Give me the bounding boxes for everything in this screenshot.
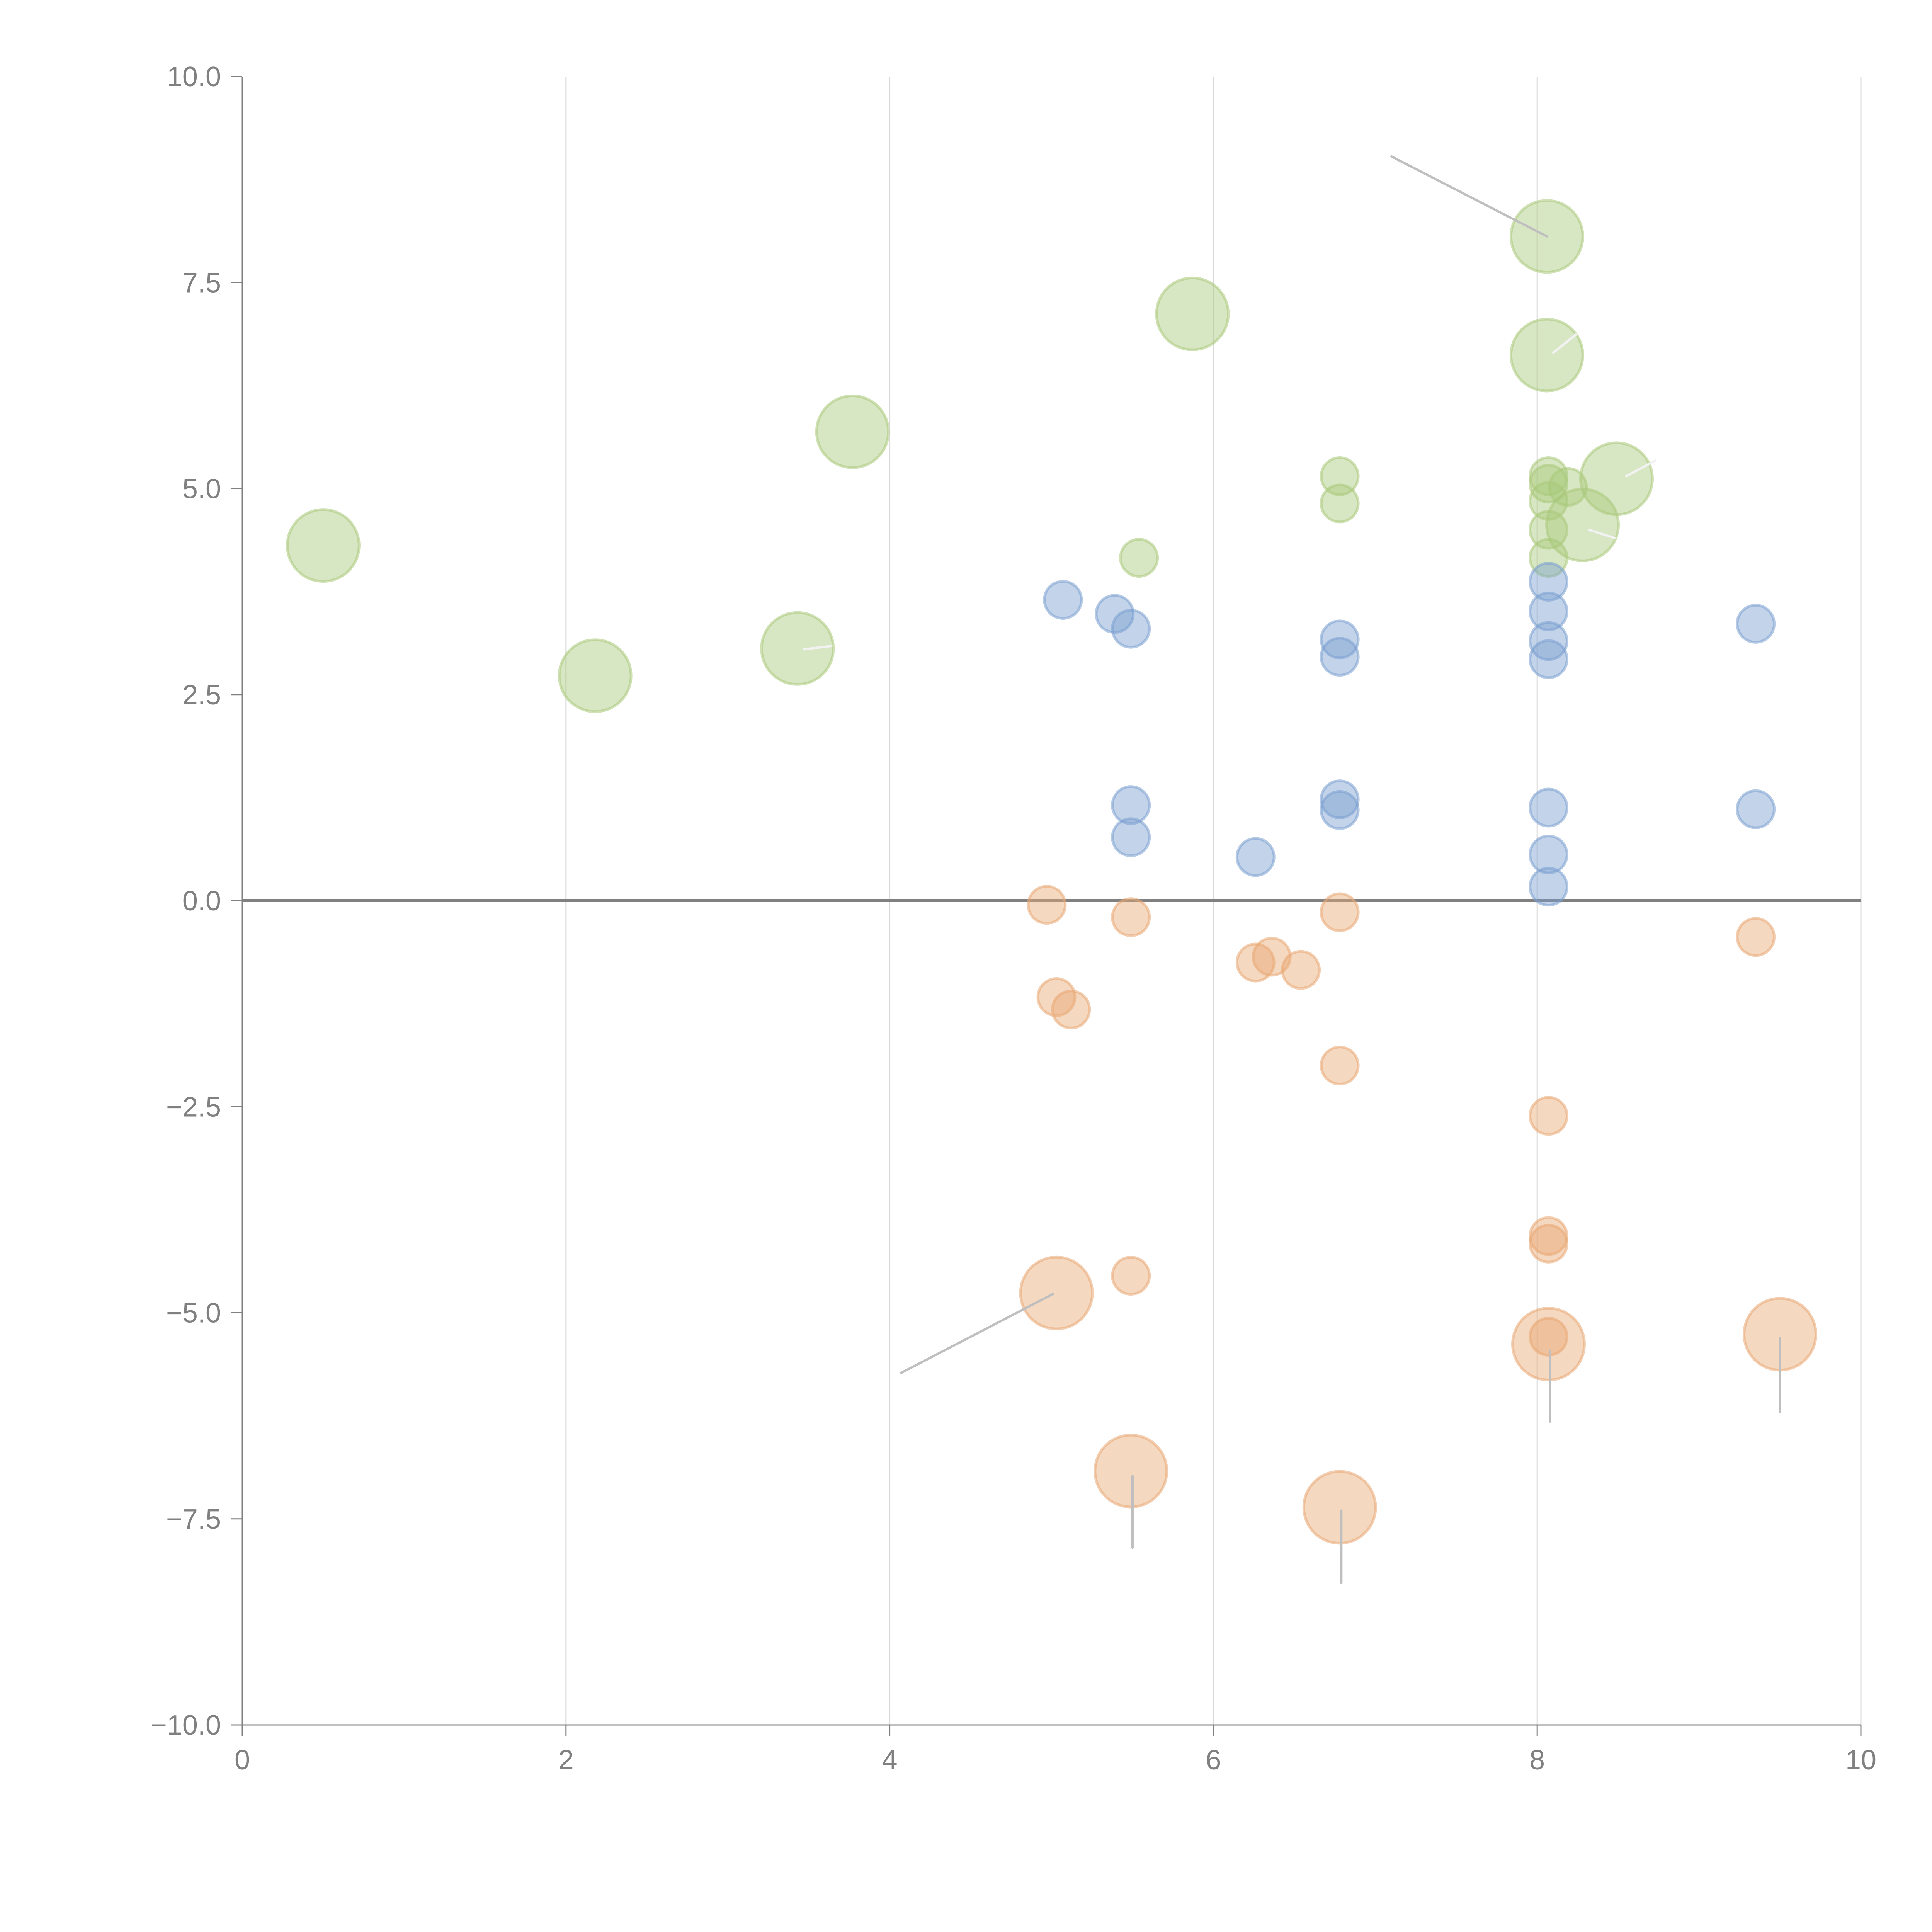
x-tick-label: 10 (1845, 1745, 1876, 1776)
orange-bubble-5 (1252, 937, 1292, 977)
x-tick-label: 6 (1206, 1745, 1221, 1776)
blue-bubble-1 (1095, 594, 1135, 634)
x-axis-ticks: 0 2 4 6 8 10 (235, 1725, 1876, 1776)
x-tick-label: 0 (235, 1745, 250, 1776)
blue-bubble-16 (1529, 867, 1569, 907)
orange-bubble-9 (1529, 1096, 1569, 1136)
blue-bubble-3 (1111, 785, 1151, 825)
blue-bubble-4 (1111, 817, 1151, 857)
blue-bubble-8 (1320, 779, 1360, 820)
blue-bubble-15 (1529, 835, 1569, 875)
series-orange (1019, 885, 1818, 1545)
annotation-leader-2 (1625, 459, 1656, 478)
orange-bubble-14 (1019, 1255, 1094, 1330)
orange-bubble-3 (1051, 990, 1091, 1030)
blue-bubble-17 (1736, 604, 1776, 644)
annotation-leader-0 (1390, 155, 1548, 238)
green-bubble-1 (558, 638, 633, 713)
green-bubble-4 (1155, 276, 1230, 351)
blue-bubble-10 (1529, 562, 1569, 602)
green-bubble-7 (1320, 483, 1360, 524)
series-blue (1043, 562, 1776, 907)
orange-bubble-1 (1111, 897, 1151, 937)
green-bubble-9 (1509, 318, 1584, 393)
y-tick-label: −10.0 (151, 1710, 221, 1741)
blue-bubble-9 (1320, 790, 1360, 830)
green-bubble-2 (760, 611, 835, 686)
y-tick-label: 2.5 (182, 680, 221, 711)
orange-bubble-15 (1511, 1307, 1586, 1382)
series-green (286, 199, 1654, 713)
y-tick-label: 0.0 (182, 886, 221, 917)
orange-bubble-12 (1736, 917, 1776, 957)
green-bubble-6 (1320, 456, 1360, 497)
green-bubble-13 (1529, 481, 1569, 521)
orange-bubble-11 (1529, 1223, 1569, 1264)
y-tick-label: 10.0 (167, 61, 221, 92)
annotation-leaders (803, 155, 1781, 1585)
orange-bubble-4 (1235, 942, 1276, 983)
annotation-leader-3 (1588, 529, 1616, 539)
green-bubble-3 (815, 394, 890, 469)
bubbles (286, 199, 1818, 1545)
annotation-leader-1 (1552, 333, 1577, 354)
x-tick-label: 4 (882, 1745, 898, 1776)
orange-bubble-7 (1320, 892, 1360, 932)
orange-bubble-6 (1281, 950, 1321, 990)
y-tick-label: −7.5 (166, 1504, 221, 1535)
x-tick-label: 8 (1529, 1745, 1545, 1776)
orange-bubble-8 (1320, 1046, 1360, 1086)
orange-bubble-13 (1111, 1256, 1151, 1296)
y-tick-label: 5.0 (182, 474, 221, 505)
orange-bubble-18 (1094, 1434, 1168, 1509)
blue-bubble-2 (1111, 609, 1151, 649)
orange-bubble-19 (1302, 1470, 1377, 1545)
annotation-leader-4 (803, 645, 833, 651)
blue-bubble-0 (1043, 580, 1083, 620)
blue-bubble-18 (1736, 789, 1776, 829)
x-tick-label: 2 (558, 1745, 574, 1776)
blue-bubble-13 (1529, 639, 1569, 679)
blue-bubble-7 (1320, 637, 1360, 677)
orange-bubble-16 (1529, 1316, 1569, 1357)
blue-bubble-5 (1235, 837, 1276, 877)
y-tick-label: −5.0 (166, 1298, 221, 1329)
y-tick-label: 7.5 (182, 267, 221, 298)
green-bubble-17 (1579, 441, 1654, 516)
orange-bubble-0 (1027, 885, 1067, 925)
blue-bubble-11 (1529, 591, 1569, 631)
green-bubble-0 (286, 508, 361, 583)
blue-bubble-14 (1529, 787, 1569, 828)
green-bubble-5 (1119, 538, 1159, 578)
annotation-leader-5 (900, 1293, 1054, 1374)
y-axis-ticks: 10.0 7.5 5.0 2.5 0.0 −2.5 −5.0 −7.5 −10.0 (151, 61, 242, 1741)
y-tick-label: −2.5 (166, 1092, 221, 1122)
